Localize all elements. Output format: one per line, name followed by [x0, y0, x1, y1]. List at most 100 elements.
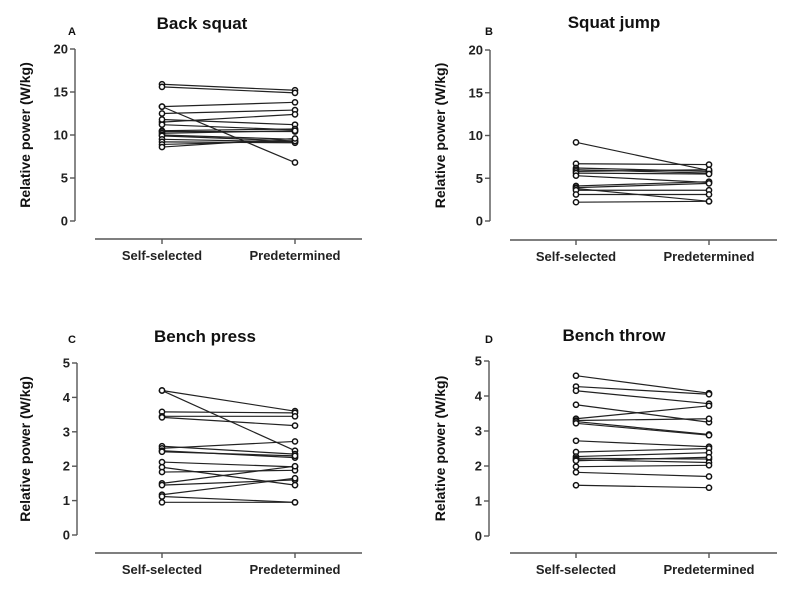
- data-point: [291, 89, 299, 97]
- y-axis-label: Relative power (W/kg): [432, 376, 448, 521]
- y-tick-label: 5: [476, 171, 483, 186]
- series-line: [161, 411, 296, 414]
- series-line: [161, 451, 296, 457]
- series-line: [575, 452, 710, 458]
- data-point: [291, 111, 299, 118]
- series-line: [161, 137, 296, 148]
- data-point: [572, 468, 580, 476]
- series-line: [161, 128, 296, 132]
- series-line: [575, 464, 710, 468]
- data-point: [158, 103, 166, 110]
- y-axis-label: Relative power (W/kg): [17, 62, 33, 207]
- series-line: [161, 466, 296, 486]
- data-point: [705, 170, 713, 178]
- x-category-label: Predetermined: [249, 248, 340, 263]
- x-category-label: Self-selected: [122, 562, 202, 577]
- series-line: [575, 167, 710, 173]
- series-line: [575, 182, 710, 189]
- series-line: [575, 440, 710, 448]
- series-line: [575, 169, 710, 174]
- series-line: [161, 130, 296, 134]
- chart-panel-a: Back squat A Relative power (W/kg) 0 5 10 15 20…: [17, 14, 362, 263]
- series-line: [575, 175, 710, 184]
- data-point: [705, 461, 713, 469]
- series-line: [161, 461, 296, 468]
- data-point: [291, 135, 299, 142]
- data-point: [158, 481, 166, 489]
- x-category-label: Predetermined: [663, 562, 754, 577]
- series-line: [575, 385, 710, 395]
- data-point: [572, 437, 580, 445]
- series-line: [575, 169, 710, 173]
- y-tick-label: 0: [475, 529, 482, 544]
- data-point: [158, 468, 166, 476]
- chart-panel-c: Bench press C Relative power (W/kg) 0 1 2 3 4 5 S…: [17, 327, 362, 577]
- y-tick-label: 1: [63, 493, 70, 508]
- series-line: [575, 181, 710, 187]
- series-line: [161, 389, 296, 412]
- series-line: [575, 163, 710, 166]
- data-point: [705, 191, 713, 198]
- panel-letter: A: [68, 26, 76, 38]
- x-category-label: Predetermined: [249, 562, 340, 577]
- data-point: [572, 172, 580, 180]
- data-point: [705, 484, 713, 492]
- series-line: [161, 389, 296, 452]
- y-tick-label: 5: [475, 354, 482, 369]
- series-line: [575, 141, 710, 172]
- x-category-label: Self-selected: [122, 248, 202, 263]
- y-tick-label: 3: [475, 424, 482, 439]
- data-point: [291, 422, 299, 429]
- data-point: [572, 138, 580, 146]
- data-point: [158, 110, 166, 117]
- data-point: [705, 402, 713, 410]
- series-line: [575, 418, 710, 422]
- series-line: [161, 83, 296, 91]
- series-line: [575, 447, 710, 453]
- series-line: [161, 118, 296, 126]
- series-line: [575, 471, 710, 478]
- x-category-label: Predetermined: [663, 249, 754, 264]
- series-line: [161, 469, 296, 473]
- data-point: [291, 498, 299, 506]
- series-line: [161, 109, 296, 115]
- data-point: [158, 83, 166, 91]
- panel-letter: D: [485, 334, 493, 346]
- series-line: [575, 375, 710, 394]
- x-category-label: Self-selected: [536, 249, 616, 264]
- data-point: [705, 415, 713, 423]
- series-line: [161, 465, 296, 484]
- y-tick-label: 2: [475, 459, 482, 474]
- y-tick-label: 0: [63, 528, 70, 543]
- data-point: [572, 419, 580, 427]
- data-point: [158, 498, 166, 506]
- data-point: [705, 473, 713, 480]
- data-point: [705, 180, 713, 187]
- y-tick-label: 0: [476, 214, 483, 229]
- series-line: [575, 200, 710, 203]
- y-tick-label: 4: [475, 389, 483, 404]
- series-line: [161, 101, 296, 108]
- data-point: [705, 197, 713, 205]
- series-line: [161, 416, 296, 427]
- y-tick-label: 5: [61, 171, 68, 186]
- data-point: [291, 412, 299, 420]
- y-tick-label: 15: [54, 85, 68, 100]
- y-tick-label: 10: [469, 128, 483, 143]
- data-point: [572, 463, 580, 471]
- y-axis-label: Relative power (W/kg): [17, 376, 33, 521]
- data-point: [158, 414, 166, 421]
- y-tick-label: 0: [61, 214, 68, 229]
- series-line: [161, 86, 296, 94]
- data-point: [572, 457, 580, 465]
- series-line: [161, 106, 296, 164]
- y-tick-label: 1: [475, 494, 482, 509]
- x-category-label: Self-selected: [536, 562, 616, 577]
- chart-panel-b: Squat jump B Relative power (W/kg) 0 5 10 15 20…: [432, 13, 777, 264]
- y-tick-label: 10: [54, 128, 68, 143]
- data-point: [291, 452, 299, 460]
- data-point: [291, 127, 299, 135]
- chart-title: Squat jump: [568, 13, 661, 32]
- panel-letter: C: [68, 334, 76, 346]
